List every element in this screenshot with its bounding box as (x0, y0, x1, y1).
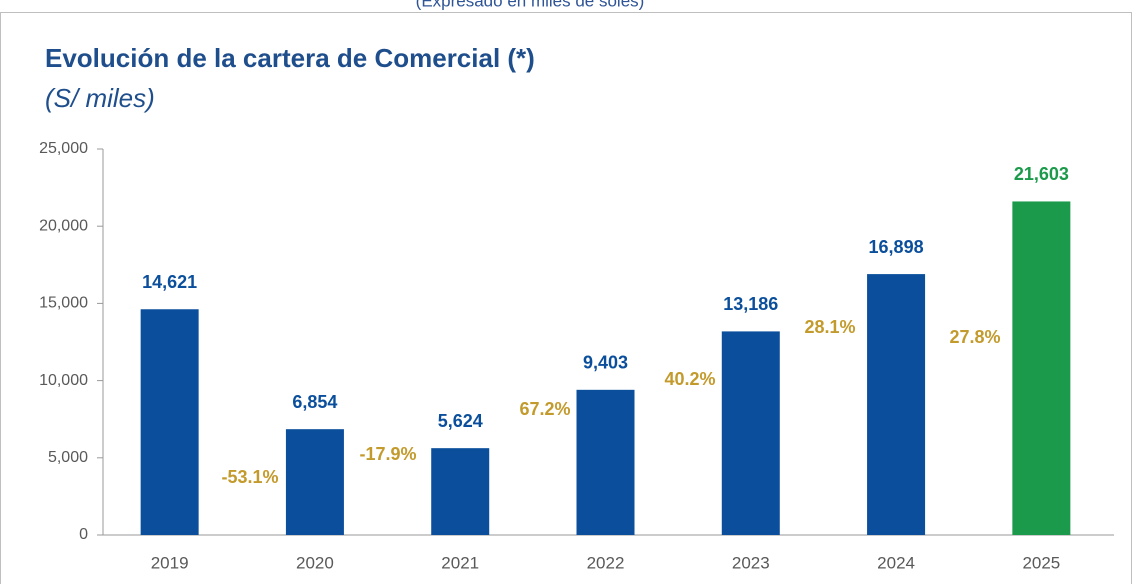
x-tick-label: 2021 (441, 553, 479, 572)
bar (867, 274, 926, 535)
bar (576, 389, 635, 535)
value-label: 6,854 (292, 392, 337, 412)
y-tick-label: 0 (79, 526, 88, 543)
bar (285, 429, 344, 535)
x-tick-label: 2020 (296, 553, 334, 572)
x-tick-label: 2023 (732, 553, 770, 572)
growth-label: 28.1% (804, 317, 855, 337)
value-label: 14,621 (142, 272, 197, 292)
value-label: 21,603 (1014, 164, 1069, 184)
bar (1012, 201, 1071, 535)
x-tick-label: 2019 (151, 553, 189, 572)
bar (721, 331, 780, 535)
y-tick-label: 10,000 (39, 372, 88, 389)
growth-label: 40.2% (664, 369, 715, 389)
y-tick-label: 5,000 (48, 449, 88, 466)
y-tick-label: 20,000 (39, 217, 88, 234)
y-tick-label: 15,000 (39, 295, 88, 312)
value-label: 16,898 (869, 237, 924, 257)
growth-label: -53.1% (221, 467, 278, 487)
x-tick-label: 2024 (877, 553, 915, 572)
value-label: 5,624 (438, 411, 483, 431)
growth-label: 27.8% (949, 327, 1000, 347)
chart-subtitle: (S/ miles) (45, 83, 155, 113)
x-tick-label: 2022 (587, 553, 625, 572)
y-tick-label: 25,000 (39, 140, 88, 157)
growth-label: -17.9% (359, 444, 416, 464)
value-label: 9,403 (583, 353, 628, 373)
value-label: 13,186 (723, 294, 778, 314)
x-tick-label: 2025 (1022, 553, 1060, 572)
header-note: (Expresado en miles de soles) (416, 0, 645, 10)
bar (431, 448, 490, 535)
growth-label: 67.2% (519, 399, 570, 419)
bar (140, 309, 199, 535)
chart-title: Evolución de la cartera de Comercial (*) (45, 43, 535, 73)
